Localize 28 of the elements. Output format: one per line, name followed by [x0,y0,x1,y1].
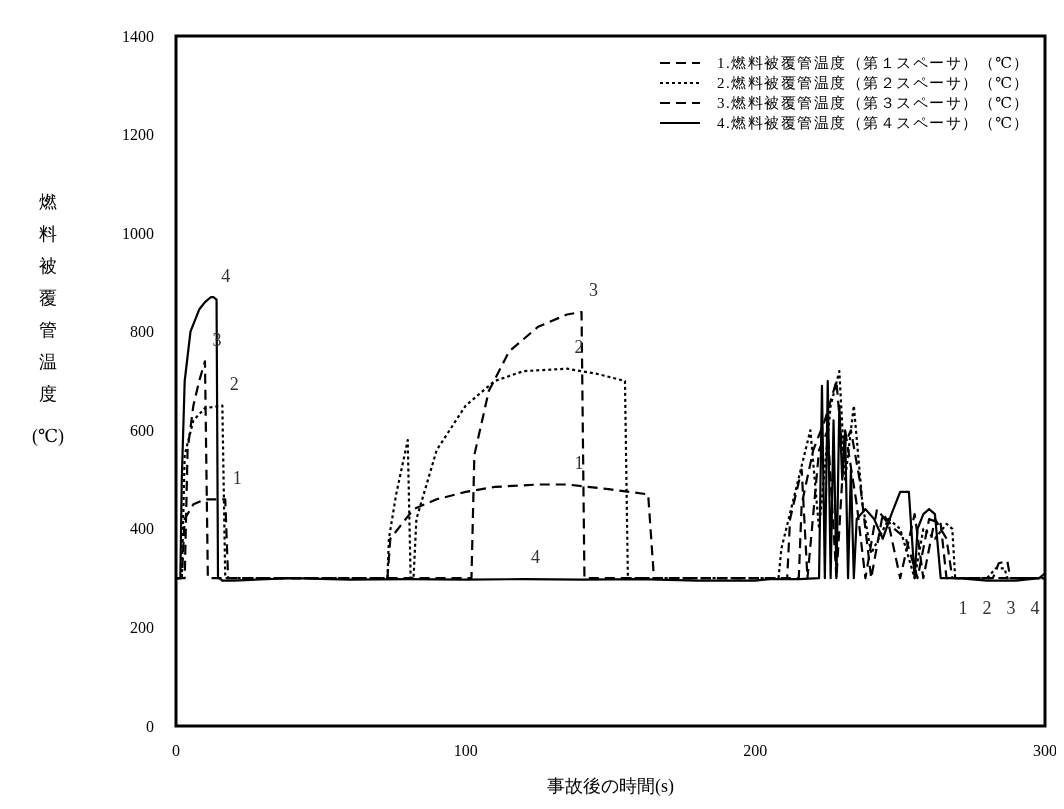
annotation: 3 [1006,598,1016,618]
y-tick-label: 600 [130,421,154,439]
annotation: 4 [531,547,541,568]
annotation: 1 [958,598,968,618]
annotation: 4 [1030,598,1040,618]
y-tick-label: 1000 [122,224,154,242]
x-tick-label: 100 [453,742,478,759]
text: 燃料被覆管温度(℃) [31,192,65,446]
y-tick-label: 800 [130,323,154,341]
y-tick-label: 400 [130,520,154,538]
annotation: 2 [229,373,239,394]
annotation: 3 [589,280,599,301]
annotation: 2 [982,598,992,618]
y-tick-label: 0 [146,717,154,735]
legend-label: 4.燃料被覆管温度（第４スペーサ）（℃） [716,115,1030,131]
y-tick-label: 1400 [122,27,154,45]
y-tick-label: 200 [130,619,154,637]
legend-label: 2.燃料被覆管温度（第２スペーサ）（℃） [716,75,1030,91]
x-tick-label: 200 [743,742,768,759]
x-tick-label: 300 [1033,742,1057,759]
x-tick-label: 0 [172,742,180,759]
x-axis-title: 事故後の時間(s) [547,776,674,797]
annotation: 1 [574,452,584,473]
annotation: 4 [221,265,231,286]
legend-label: 1.燃料被覆管温度（第１スペーサ）（℃） [716,55,1030,71]
legend-label: 3.燃料被覆管温度（第３スペーサ）（℃） [716,95,1030,111]
y-tick-label: 1200 [122,126,154,144]
annotation: 1 [232,467,242,488]
